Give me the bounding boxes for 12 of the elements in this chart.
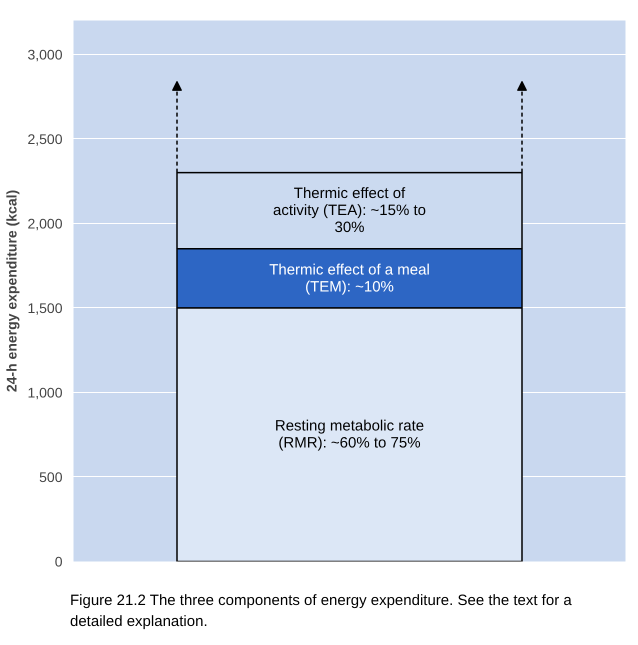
y-tick-label: 3,000 — [27, 46, 63, 62]
series-label: Thermic effect of activity (TEA): ~15% to 30% — [273, 185, 426, 236]
y-tick-label: 2,500 — [27, 130, 63, 147]
y-tick-label: 500 — [39, 468, 63, 485]
y-axis-title: 24-h energy expenditure (kcal) — [3, 190, 20, 392]
series-label: Resting metabolic rate (RMR): ~60% to 75% — [274, 418, 424, 452]
series-label: Thermic effect of a meal (TEM): ~10% — [269, 261, 430, 296]
caption: Figure 21.2 The three components of energy expenditure. See the text for a detailed explanation. — [70, 591, 573, 632]
y-tick-label: 1,000 — [27, 384, 63, 400]
y-tick-label: 1,500 — [27, 300, 63, 316]
y-tick-label: 0 — [54, 554, 63, 570]
y-tick-label: 2,000 — [27, 215, 63, 232]
